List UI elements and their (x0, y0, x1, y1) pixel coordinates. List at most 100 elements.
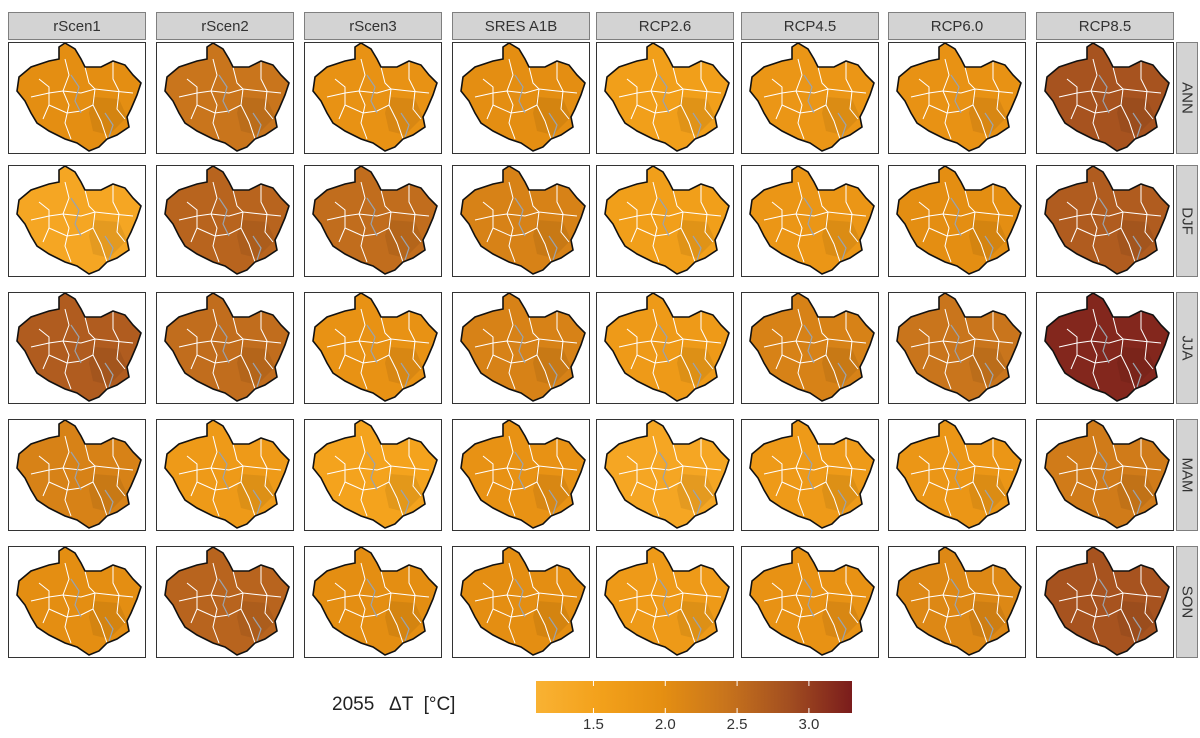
map-panel-3-7 (1036, 419, 1174, 531)
region-fill (313, 547, 437, 655)
map-panel-1-6 (888, 165, 1026, 277)
region-fill (313, 166, 437, 274)
region-fill (313, 293, 437, 401)
map-panel-0-3 (452, 42, 590, 154)
region-border (896, 293, 1022, 402)
colorbar (536, 681, 852, 713)
region-border (896, 420, 1022, 529)
region-fill (750, 43, 874, 151)
colorbar-tick-label: 2.5 (726, 716, 748, 733)
map-panel-1-7 (1036, 165, 1174, 277)
region-border (604, 293, 730, 402)
region-fill (605, 166, 729, 274)
map-panel-0-6 (888, 42, 1026, 154)
map-panel-3-1 (156, 419, 294, 531)
region-border (312, 547, 438, 656)
region-border (460, 166, 586, 275)
column-strip-1: rScen2 (156, 12, 294, 40)
region-border (312, 420, 438, 529)
map-panel-3-5 (741, 419, 879, 531)
region-fill (461, 166, 585, 274)
region-border (896, 43, 1022, 152)
map-panel-3-2 (304, 419, 442, 531)
map-panel-0-7 (1036, 42, 1174, 154)
region-fill (165, 547, 289, 655)
row-strip-1: DJF (1176, 165, 1198, 277)
map-panel-2-2 (304, 292, 442, 404)
region-fill (165, 166, 289, 274)
region-border (312, 166, 438, 275)
region-border (1044, 420, 1170, 529)
region-fill (750, 420, 874, 528)
map-panel-1-0 (8, 165, 146, 277)
colorbar-tick-label: 3.0 (798, 716, 820, 733)
region-fill (313, 43, 437, 151)
region-border (312, 293, 438, 402)
column-strip-5: RCP4.5 (741, 12, 879, 40)
region-fill (461, 420, 585, 528)
map-panel-1-1 (156, 165, 294, 277)
region-border (164, 293, 290, 402)
region-fill (461, 293, 585, 401)
map-panel-1-3 (452, 165, 590, 277)
row-strip-0: ANN (1176, 42, 1198, 154)
column-strip-2: rScen3 (304, 12, 442, 40)
region-border (16, 547, 142, 656)
region-fill (750, 293, 874, 401)
region-border (16, 43, 142, 152)
region-fill (1045, 547, 1169, 655)
map-panel-4-7 (1036, 546, 1174, 658)
map-panel-4-1 (156, 546, 294, 658)
column-strip-0: rScen1 (8, 12, 146, 40)
region-border (1044, 166, 1170, 275)
map-panel-3-0 (8, 419, 146, 531)
region-border (164, 166, 290, 275)
region-fill (165, 293, 289, 401)
region-border (16, 293, 142, 402)
region-fill (1045, 420, 1169, 528)
region-border (1044, 43, 1170, 152)
region-border (749, 166, 875, 275)
region-fill (17, 293, 141, 401)
row-strip-label: MAM (1178, 457, 1196, 493)
region-fill (1045, 43, 1169, 151)
map-panel-1-2 (304, 165, 442, 277)
colorbar-tick-label: 2.0 (654, 716, 676, 733)
column-strip-3: SRES A1B (452, 12, 590, 40)
map-panel-0-1 (156, 42, 294, 154)
region-border (1044, 293, 1170, 402)
map-panel-2-0 (8, 292, 146, 404)
region-border (749, 420, 875, 529)
region-fill (17, 43, 141, 151)
region-border (16, 420, 142, 529)
region-border (164, 547, 290, 656)
region-fill (750, 166, 874, 274)
region-fill (605, 293, 729, 401)
map-panel-0-4 (596, 42, 734, 154)
row-strip-label: ANN (1178, 82, 1196, 114)
map-panel-4-4 (596, 546, 734, 658)
colorbar-gradient (536, 681, 852, 713)
region-border (164, 420, 290, 529)
map-panel-3-6 (888, 419, 1026, 531)
region-border (896, 166, 1022, 275)
region-fill (165, 43, 289, 151)
region-fill (17, 166, 141, 274)
row-strip-label: JJA (1178, 335, 1196, 361)
map-panel-0-2 (304, 42, 442, 154)
map-panel-3-3 (452, 419, 590, 531)
map-panel-4-6 (888, 546, 1026, 658)
region-fill (461, 547, 585, 655)
region-border (16, 166, 142, 275)
region-fill (1045, 166, 1169, 274)
map-panel-1-4 (596, 165, 734, 277)
region-border (604, 547, 730, 656)
row-strip-label: SON (1178, 585, 1196, 619)
row-strip-3: MAM (1176, 419, 1198, 531)
region-border (604, 43, 730, 152)
map-panel-1-5 (741, 165, 879, 277)
map-panel-2-3 (452, 292, 590, 404)
map-panel-4-0 (8, 546, 146, 658)
region-fill (897, 166, 1021, 274)
region-border (460, 420, 586, 529)
